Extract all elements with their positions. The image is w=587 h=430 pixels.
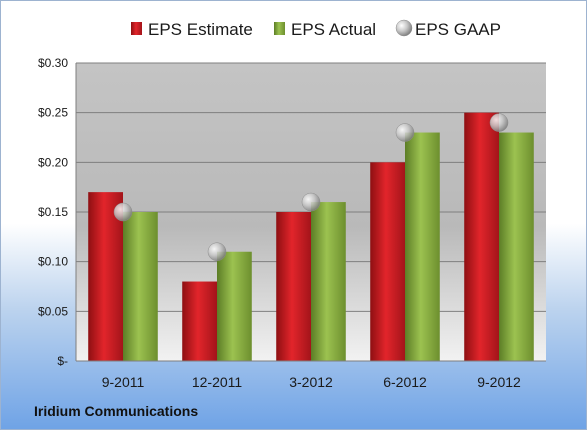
eps-actual-bar (499, 132, 534, 361)
eps-estimate-bar (276, 212, 311, 361)
eps-gaap-point (489, 113, 509, 132)
y-tick-label: $0.20 (38, 155, 68, 169)
y-tick-label: $0.15 (38, 205, 68, 219)
y-tick-label: $0.05 (38, 304, 68, 318)
y-tick-label: $0.10 (38, 255, 68, 269)
legend-label: EPS GAAP (415, 20, 501, 39)
eps-actual-bar (405, 132, 440, 361)
eps-estimate-bar (464, 112, 499, 362)
legend-label: EPS Actual (291, 20, 376, 39)
x-tick-label: 9-2011 (102, 374, 145, 390)
eps-estimate-bar (182, 281, 217, 361)
eps-gaap-point (113, 202, 133, 222)
y-tick-label: $0.25 (38, 106, 68, 120)
legend-swatch (395, 19, 413, 37)
x-tick-label: 3-2012 (289, 374, 333, 390)
y-tick-label: $- (57, 354, 68, 368)
eps-actual-bar (123, 212, 158, 361)
x-tick-label: 6-2012 (383, 374, 427, 390)
y-tick-label: $0.30 (38, 56, 68, 70)
x-tick-label: 12-2011 (192, 374, 243, 390)
eps-gaap-point (207, 242, 227, 261)
eps-estimate-bar (88, 192, 123, 361)
legend-label: EPS Estimate (148, 20, 253, 39)
legend-swatch (131, 22, 142, 35)
eps-actual-bar (217, 251, 252, 361)
eps-actual-bar (311, 202, 346, 361)
x-tick-label: 9-2012 (477, 374, 521, 390)
eps-gaap-point (301, 192, 321, 212)
eps-gaap-point (395, 123, 415, 142)
eps-estimate-bar (370, 162, 405, 361)
company-name: Iridium Communications (34, 403, 199, 419)
legend-swatch (274, 22, 285, 35)
